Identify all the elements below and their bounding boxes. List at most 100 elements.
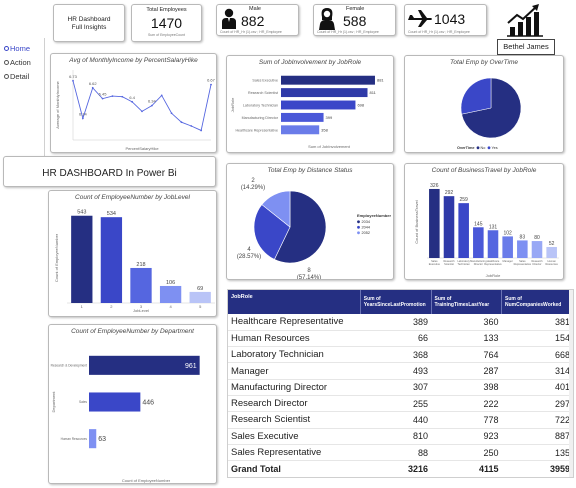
overtime-pie-chart: OverTime No Yes: [457, 77, 522, 150]
cell-value: 401: [554, 382, 570, 393]
cell-jobrole: Human Resources: [231, 332, 310, 344]
nav-detail[interactable]: Detail: [4, 72, 29, 81]
title-card-line1: HR Dashboard: [67, 16, 111, 23]
cell-value: 66: [418, 333, 429, 344]
legend-label: 2034: [362, 220, 370, 224]
bar: [281, 75, 375, 85]
table-row[interactable]: Manager 493 287 314: [228, 363, 573, 380]
chart-title: Total Emp by Distance Status: [267, 167, 353, 174]
data-point: [141, 110, 143, 113]
bar: [546, 246, 557, 258]
bar: [281, 88, 368, 98]
radio-icon: [4, 74, 9, 79]
table-row[interactable]: Human Resources 66 133 154: [228, 330, 573, 347]
data-point: [150, 104, 153, 107]
tick-label: 3: [140, 304, 143, 309]
nav-detail-label: Detail: [10, 72, 30, 81]
data-label: 69: [197, 286, 203, 292]
cell-value: 389: [413, 316, 429, 327]
col-header[interactable]: Sum of TrainingTimesLastYear: [430, 290, 502, 314]
chart-title: Avg of MonthlyIncome by PercentSalaryHik…: [69, 57, 198, 64]
data-point: [170, 112, 173, 115]
female-icon: [319, 8, 335, 30]
bar: [487, 230, 499, 258]
data-point: [81, 117, 84, 120]
bar: [502, 236, 513, 258]
cell-value: 360: [483, 316, 499, 327]
card-overtime-pie: Total Emp by OverTime OverTime No Yes: [404, 55, 564, 153]
data-point: [131, 100, 134, 103]
x-axis-label: Count of EmployeeNumber: [122, 478, 171, 483]
nav-action[interactable]: Action: [4, 58, 31, 67]
joblevel-bar-chart: 543 1 534 2 218 3 106 4 69 5 JobLevel Count of Empl…: [54, 210, 215, 313]
cell-value: 668: [554, 349, 570, 360]
data-label: 6.34: [148, 99, 157, 104]
bar: [429, 188, 440, 258]
cell-value: 810: [413, 431, 429, 442]
cell-jobrole: Research Scientist: [231, 414, 311, 426]
legend-title: OverTime: [457, 146, 474, 150]
y-axis-label: Department: [51, 391, 56, 413]
table-row[interactable]: Healthcare Representative 389 360 381: [228, 314, 573, 331]
tick-label: 5: [199, 304, 202, 309]
col-header[interactable]: Sum of NumCompaniesWorked: [501, 290, 573, 314]
legend-marker: [357, 231, 360, 235]
tick-label: Laboratory Technician: [457, 259, 470, 266]
nav-home[interactable]: Home: [4, 44, 30, 53]
legend-marker: [487, 146, 491, 150]
data-label-line: 4: [247, 247, 251, 253]
data-point: [91, 86, 94, 89]
bar: [281, 125, 320, 135]
tick-label: Research Director: [531, 259, 543, 266]
legend-title: EmployeeNumber: [357, 213, 391, 218]
tick-label: Sales: [79, 400, 87, 404]
tick-label-line: Healthcare: [487, 259, 500, 263]
legend-marker: [357, 225, 360, 229]
bar: [281, 112, 324, 122]
kpi-female-value: 588: [343, 13, 367, 29]
table-row[interactable]: Manufacturing Director 307 398 401: [228, 379, 573, 396]
tick-label: Laboratory Technician: [243, 104, 278, 108]
data-point: [210, 83, 212, 86]
data-label: 399: [326, 115, 333, 120]
cell-jobrole: Laboratory Technician: [231, 349, 324, 361]
cell-value: 222: [483, 398, 499, 409]
tick-label: 4: [169, 304, 172, 309]
tick-label-line: Sales: [519, 259, 526, 263]
table-row[interactable]: Research Scientist 440 778 722: [228, 412, 573, 429]
data-label: 4 (28.57%): [237, 247, 261, 260]
data-label: 446: [142, 400, 154, 407]
tick-label-line: Director: [532, 262, 541, 266]
data-label-line: (57.14%): [297, 275, 321, 280]
total-value: 3959: [549, 464, 570, 475]
data-label: 52: [549, 241, 555, 247]
tick-label-line: Human: [547, 259, 556, 263]
col-header[interactable]: Sum of YearsSinceLastPromotion: [359, 290, 432, 314]
x-axis-label: Sum of JobInvolvement: [308, 144, 351, 149]
tick-label: Manufacturing Director: [470, 259, 487, 266]
table-scrollbar[interactable]: [569, 290, 573, 477]
table-row[interactable]: Sales Executive 810 923 887: [228, 428, 573, 445]
tick-label: Research & Development: [51, 364, 87, 368]
cell-jobrole: Sales Executive: [231, 430, 299, 442]
table-row[interactable]: Research Director 255 222 297: [228, 395, 573, 412]
data-label: 83: [520, 234, 526, 240]
income-line: [72, 80, 212, 132]
legend-label: Yes: [492, 146, 498, 150]
cell-value: 381: [554, 316, 570, 327]
table-row[interactable]: Laboratory Technician 368 764 668: [228, 347, 573, 363]
bar: [71, 215, 93, 303]
pie-slice: [253, 204, 291, 260]
cell-value: 135: [554, 447, 570, 458]
col-header-label: Sum of TrainingTimesLastYear: [434, 296, 490, 308]
card-travel-bar: Count of BusinessTravel by JobRole 326 Sa…: [404, 163, 564, 280]
cell-value: 493: [413, 366, 429, 377]
table-row[interactable]: Sales Representative 88 250 135: [228, 444, 573, 461]
col-header[interactable]: JobRole: [231, 294, 253, 300]
data-label: 106: [166, 280, 175, 286]
tick-label-line: Research: [443, 259, 455, 263]
tick-label: Sales Representative: [514, 259, 532, 266]
cell-value: 368: [413, 349, 429, 360]
title-card: HR Dashboard Full Insights: [53, 4, 125, 42]
